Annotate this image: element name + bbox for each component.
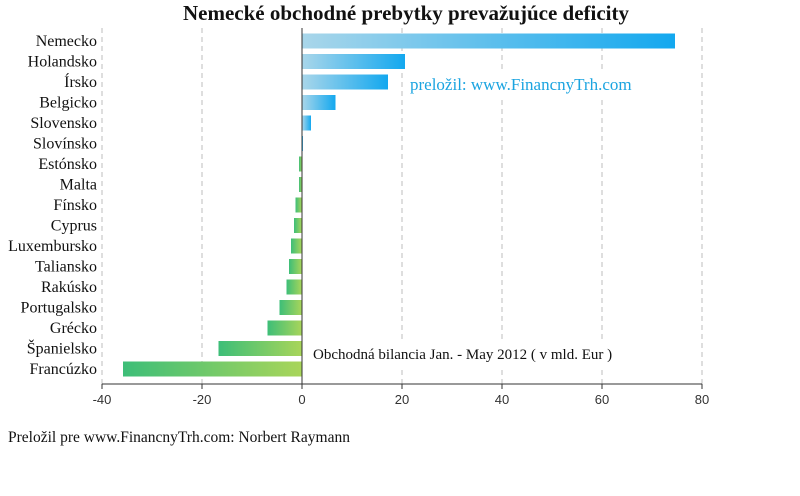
category-label: Francúzko [29, 361, 97, 378]
category-label: Holandsko [28, 54, 97, 71]
category-label: Belgicko [39, 95, 97, 112]
category-label: Portugalsko [21, 300, 97, 317]
bar [302, 54, 405, 69]
bar [302, 33, 675, 49]
annotation-source-background [406, 70, 670, 96]
bar [267, 320, 302, 336]
x-tick-label: -20 [193, 392, 212, 407]
annotation-source: preložil: www.FinancnyTrh.com [410, 75, 632, 94]
bar [279, 300, 302, 315]
category-label: Nemecko [36, 33, 97, 50]
category-label: Španielsko [27, 339, 97, 358]
category-label: Slovínsko [33, 136, 97, 153]
bar [302, 115, 311, 131]
axes [101, 28, 703, 389]
annotation-unit: Obchodná bilancia Jan. - May 2012 ( v ml… [313, 347, 612, 363]
bars [123, 33, 675, 377]
category-label: Cyprus [51, 218, 97, 235]
category-label: Malta [60, 177, 97, 194]
x-tick-label: 40 [495, 392, 509, 407]
footer-credit: Preložil pre www.FinancnyTrh.com: Norber… [8, 429, 350, 446]
bar [302, 74, 388, 90]
category-label: Luxembursko [8, 238, 97, 255]
bar [299, 156, 302, 172]
category-label: Estónsko [38, 156, 97, 173]
annotation-unit-background [308, 342, 670, 366]
x-tick-label: 60 [595, 392, 609, 407]
bar [123, 361, 302, 377]
bar [291, 238, 302, 254]
category-label: Slovensko [30, 115, 97, 132]
bar [299, 177, 302, 192]
x-tick-label: 20 [395, 392, 409, 407]
category-label: Taliansko [35, 259, 97, 276]
bar [294, 218, 302, 233]
x-tick-labels: -40 -20 0 20 40 60 80 [93, 392, 710, 407]
category-label: Rakúsko [41, 279, 97, 296]
x-tick-label: 0 [298, 392, 305, 407]
x-tick-label: -40 [93, 392, 112, 407]
category-label: Írsko [64, 72, 97, 91]
bar [289, 259, 302, 274]
category-label: Grécko [50, 320, 97, 337]
bar [286, 279, 302, 295]
bar [218, 341, 302, 356]
bar [295, 197, 302, 213]
x-tick-label: 80 [695, 392, 709, 407]
chart-title: Nemecké obchodné prebytky prevažujúce de… [183, 1, 630, 25]
category-label: Fínsko [53, 197, 97, 214]
bar [302, 95, 336, 110]
